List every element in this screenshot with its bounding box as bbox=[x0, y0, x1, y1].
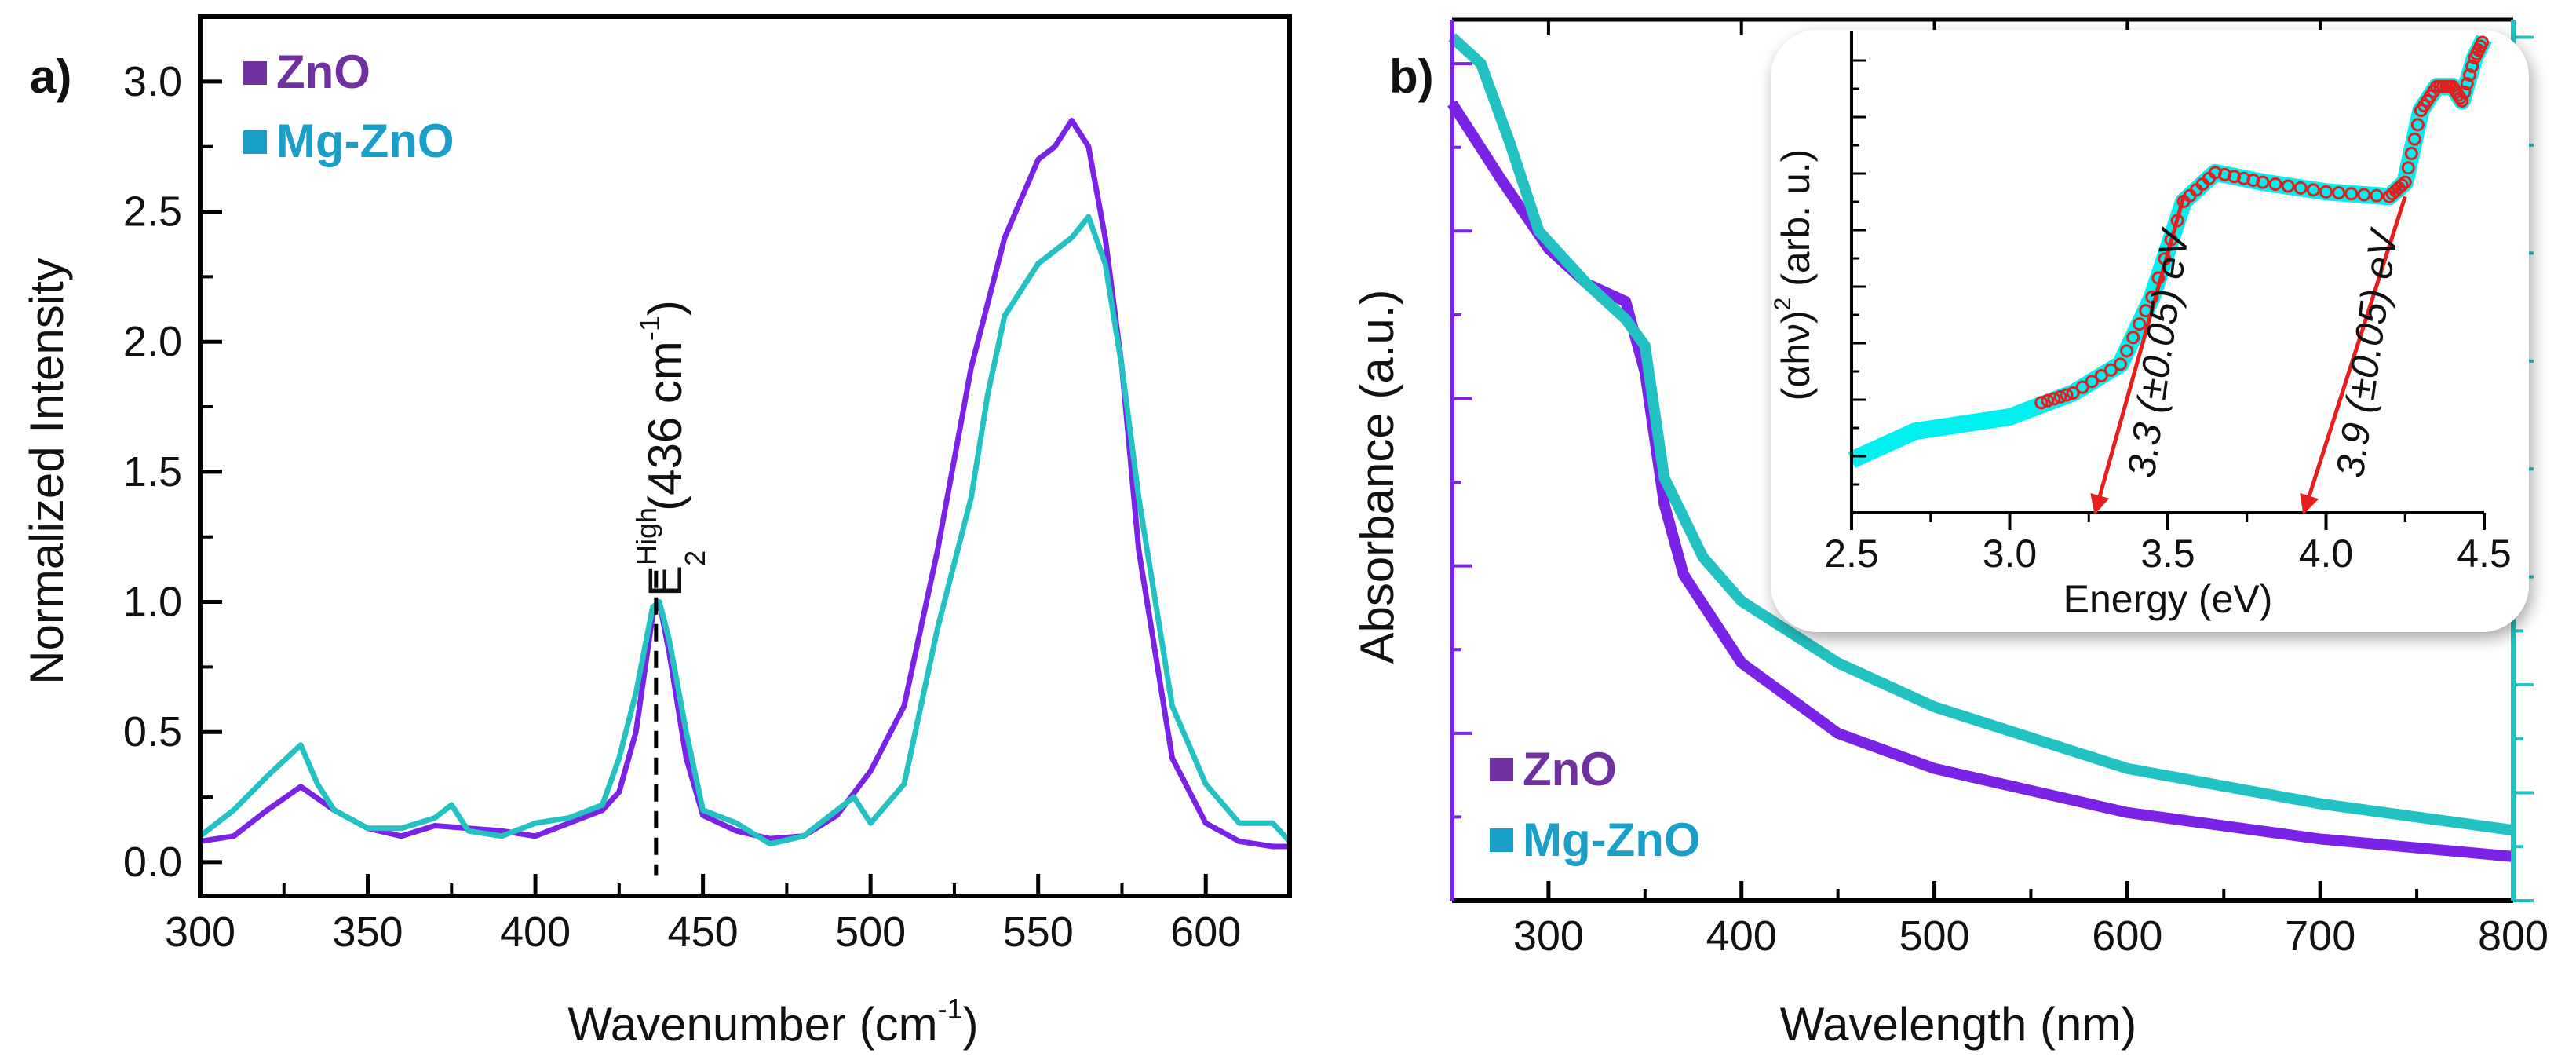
x-tick-label: 350 bbox=[332, 909, 403, 956]
x-tick-label: 300 bbox=[165, 909, 235, 956]
inset: 2.5 3.0 3.5 4.0 4.5 3.3 (±0.05) eV 3.9 (±0.05… bbox=[1770, 30, 2529, 632]
inset-x-tick-label: 4.5 bbox=[2457, 532, 2512, 576]
series-point-zno bbox=[2476, 35, 2490, 49]
y-tick-label: 0.5 bbox=[123, 708, 182, 755]
series-point-zno bbox=[2126, 331, 2140, 345]
series-point-zno bbox=[2398, 175, 2412, 189]
series-point-zno bbox=[2407, 132, 2421, 146]
panel-b-ticks: 300 400 500 600 700 800 bbox=[1450, 20, 2549, 960]
series-point-zno bbox=[2094, 369, 2108, 383]
series-point-zno bbox=[2332, 186, 2346, 200]
x-tick-label: 300 bbox=[1513, 912, 1584, 960]
series-point-zno bbox=[2041, 393, 2055, 408]
band-gap-arrow bbox=[2300, 196, 2407, 515]
series-point-zno bbox=[2319, 185, 2333, 199]
legend-swatch-zno bbox=[243, 61, 267, 85]
series-point-zno bbox=[2120, 344, 2134, 358]
band-gap-arrow bbox=[2090, 196, 2186, 515]
x-tick-label: 400 bbox=[500, 909, 571, 956]
x-tick-label: 500 bbox=[1899, 912, 1969, 960]
series-point-zno bbox=[2455, 93, 2469, 108]
series-point-zno bbox=[2344, 187, 2359, 201]
e2-high-annotation: EHigh 2(436 cm-1) bbox=[630, 300, 711, 597]
inset-box bbox=[1771, 30, 2529, 632]
series-point-zno bbox=[2293, 181, 2308, 195]
legend-label-zno: ZnO bbox=[276, 46, 370, 98]
panel-a-label: a) bbox=[30, 50, 71, 103]
series-point-zno bbox=[2410, 118, 2425, 132]
inset-series bbox=[1848, 35, 2492, 468]
y-tick-label: 2.5 bbox=[123, 188, 182, 236]
legend-swatch-mgzno bbox=[243, 130, 267, 154]
series-point-zno bbox=[2103, 363, 2118, 377]
panel-b-label: b) bbox=[1389, 50, 1434, 103]
x-tick-label: 550 bbox=[1003, 909, 1074, 956]
y-tick-label: 0.0 bbox=[123, 839, 182, 886]
y-tick-label: 1.5 bbox=[123, 448, 182, 495]
y-tick-label: 1.0 bbox=[123, 579, 182, 626]
inset-ticks: 2.5 3.0 3.5 4.0 4.5 bbox=[1824, 31, 2512, 576]
x-tick-label: 500 bbox=[835, 909, 906, 956]
inset-x-tick-label: 4.0 bbox=[2299, 532, 2354, 576]
panel-b-x-axis-title: Wavelength (nm) bbox=[1780, 998, 2137, 1051]
series-point-zno bbox=[2401, 161, 2415, 175]
panel-b-legend: ZnO Mg-ZnO bbox=[1490, 743, 1701, 866]
x-tick-label: 400 bbox=[1706, 912, 1777, 960]
inset-x-tick-label: 3.5 bbox=[2140, 532, 2195, 576]
series-point-zno bbox=[2256, 175, 2270, 189]
series-line-mgzno bbox=[198, 214, 1292, 847]
series-point-zno bbox=[2133, 317, 2147, 331]
panel-a-ticks: 300 350 400 450 500 550 600 0.0 0.5 1.0 1.5 2.0 2.5 3… bbox=[123, 15, 1291, 956]
series-point-zno bbox=[2281, 179, 2295, 193]
series-point-zno bbox=[2060, 388, 2074, 402]
series-point-zno bbox=[2404, 147, 2418, 160]
x-tick-label: 600 bbox=[2092, 912, 2162, 960]
panel-a-x-axis-title: Wavenumber (cm-1) bbox=[567, 993, 978, 1051]
x-tick-label: 800 bbox=[2478, 912, 2549, 960]
panel-a-y-axis-title: Normalized Intensity bbox=[20, 258, 73, 685]
series-point-zno bbox=[2462, 68, 2476, 82]
series-point-zno bbox=[2306, 183, 2320, 197]
panel-a-legend: ZnO Mg-ZnO bbox=[243, 46, 454, 167]
legend-swatch-zno bbox=[1490, 758, 1513, 781]
x-tick-label: 600 bbox=[1170, 909, 1241, 956]
series-point-zno bbox=[2465, 59, 2479, 73]
panel-b-y-axis-title: Absorbance (a.u.) bbox=[1351, 290, 1403, 664]
panel-a-frame bbox=[198, 14, 1292, 898]
inset-y-axis-title: (αhν)2 (arb. u.) bbox=[1770, 149, 1818, 401]
series-point-zno bbox=[2395, 178, 2409, 192]
y-tick-label: 2.0 bbox=[123, 318, 182, 365]
series-point-zno bbox=[2053, 389, 2067, 404]
series-point-zno bbox=[2085, 375, 2099, 389]
legend-label-mgzno: Mg-ZnO bbox=[276, 115, 454, 167]
series-point-zno bbox=[2047, 392, 2061, 406]
panel-b-series bbox=[1447, 33, 2514, 862]
series-point-zno bbox=[2457, 85, 2472, 99]
series-point-zno bbox=[2357, 188, 2371, 202]
series-point-zno bbox=[2114, 357, 2128, 371]
series-point-zno bbox=[2370, 188, 2384, 203]
x-tick-label: 450 bbox=[668, 909, 739, 956]
panel-a-series bbox=[198, 118, 1292, 850]
legend-swatch-mgzno bbox=[1490, 828, 1513, 852]
panel-b: b) 300 400 500 600 700 800 ZnO Mg-ZnO Absorba… bbox=[1351, 17, 2549, 1051]
inset-x-tick-label: 3.0 bbox=[1983, 532, 2038, 576]
series-point-zno bbox=[2066, 386, 2080, 400]
y-tick-label: 3.0 bbox=[123, 58, 182, 105]
inset-x-axis-title: Energy (eV) bbox=[2063, 577, 2273, 621]
series-line-mgzno bbox=[1448, 33, 2514, 836]
legend-label-mgzno: Mg-ZnO bbox=[1523, 814, 1701, 866]
series-point-zno bbox=[2460, 76, 2474, 90]
series-point-zno bbox=[2034, 396, 2049, 410]
panel-a: a) 300 350 400 450 500 550 600 0.0 0.5 1.0 1.5 2.0 2… bbox=[20, 14, 1292, 1051]
inset-x-tick-label: 2.5 bbox=[1824, 532, 1879, 576]
legend-label-zno: ZnO bbox=[1523, 743, 1617, 795]
series-line-zno bbox=[199, 118, 1290, 850]
x-tick-label: 700 bbox=[2285, 912, 2355, 960]
series-point-zno bbox=[2268, 177, 2282, 192]
series-point-zno bbox=[2075, 380, 2089, 394]
